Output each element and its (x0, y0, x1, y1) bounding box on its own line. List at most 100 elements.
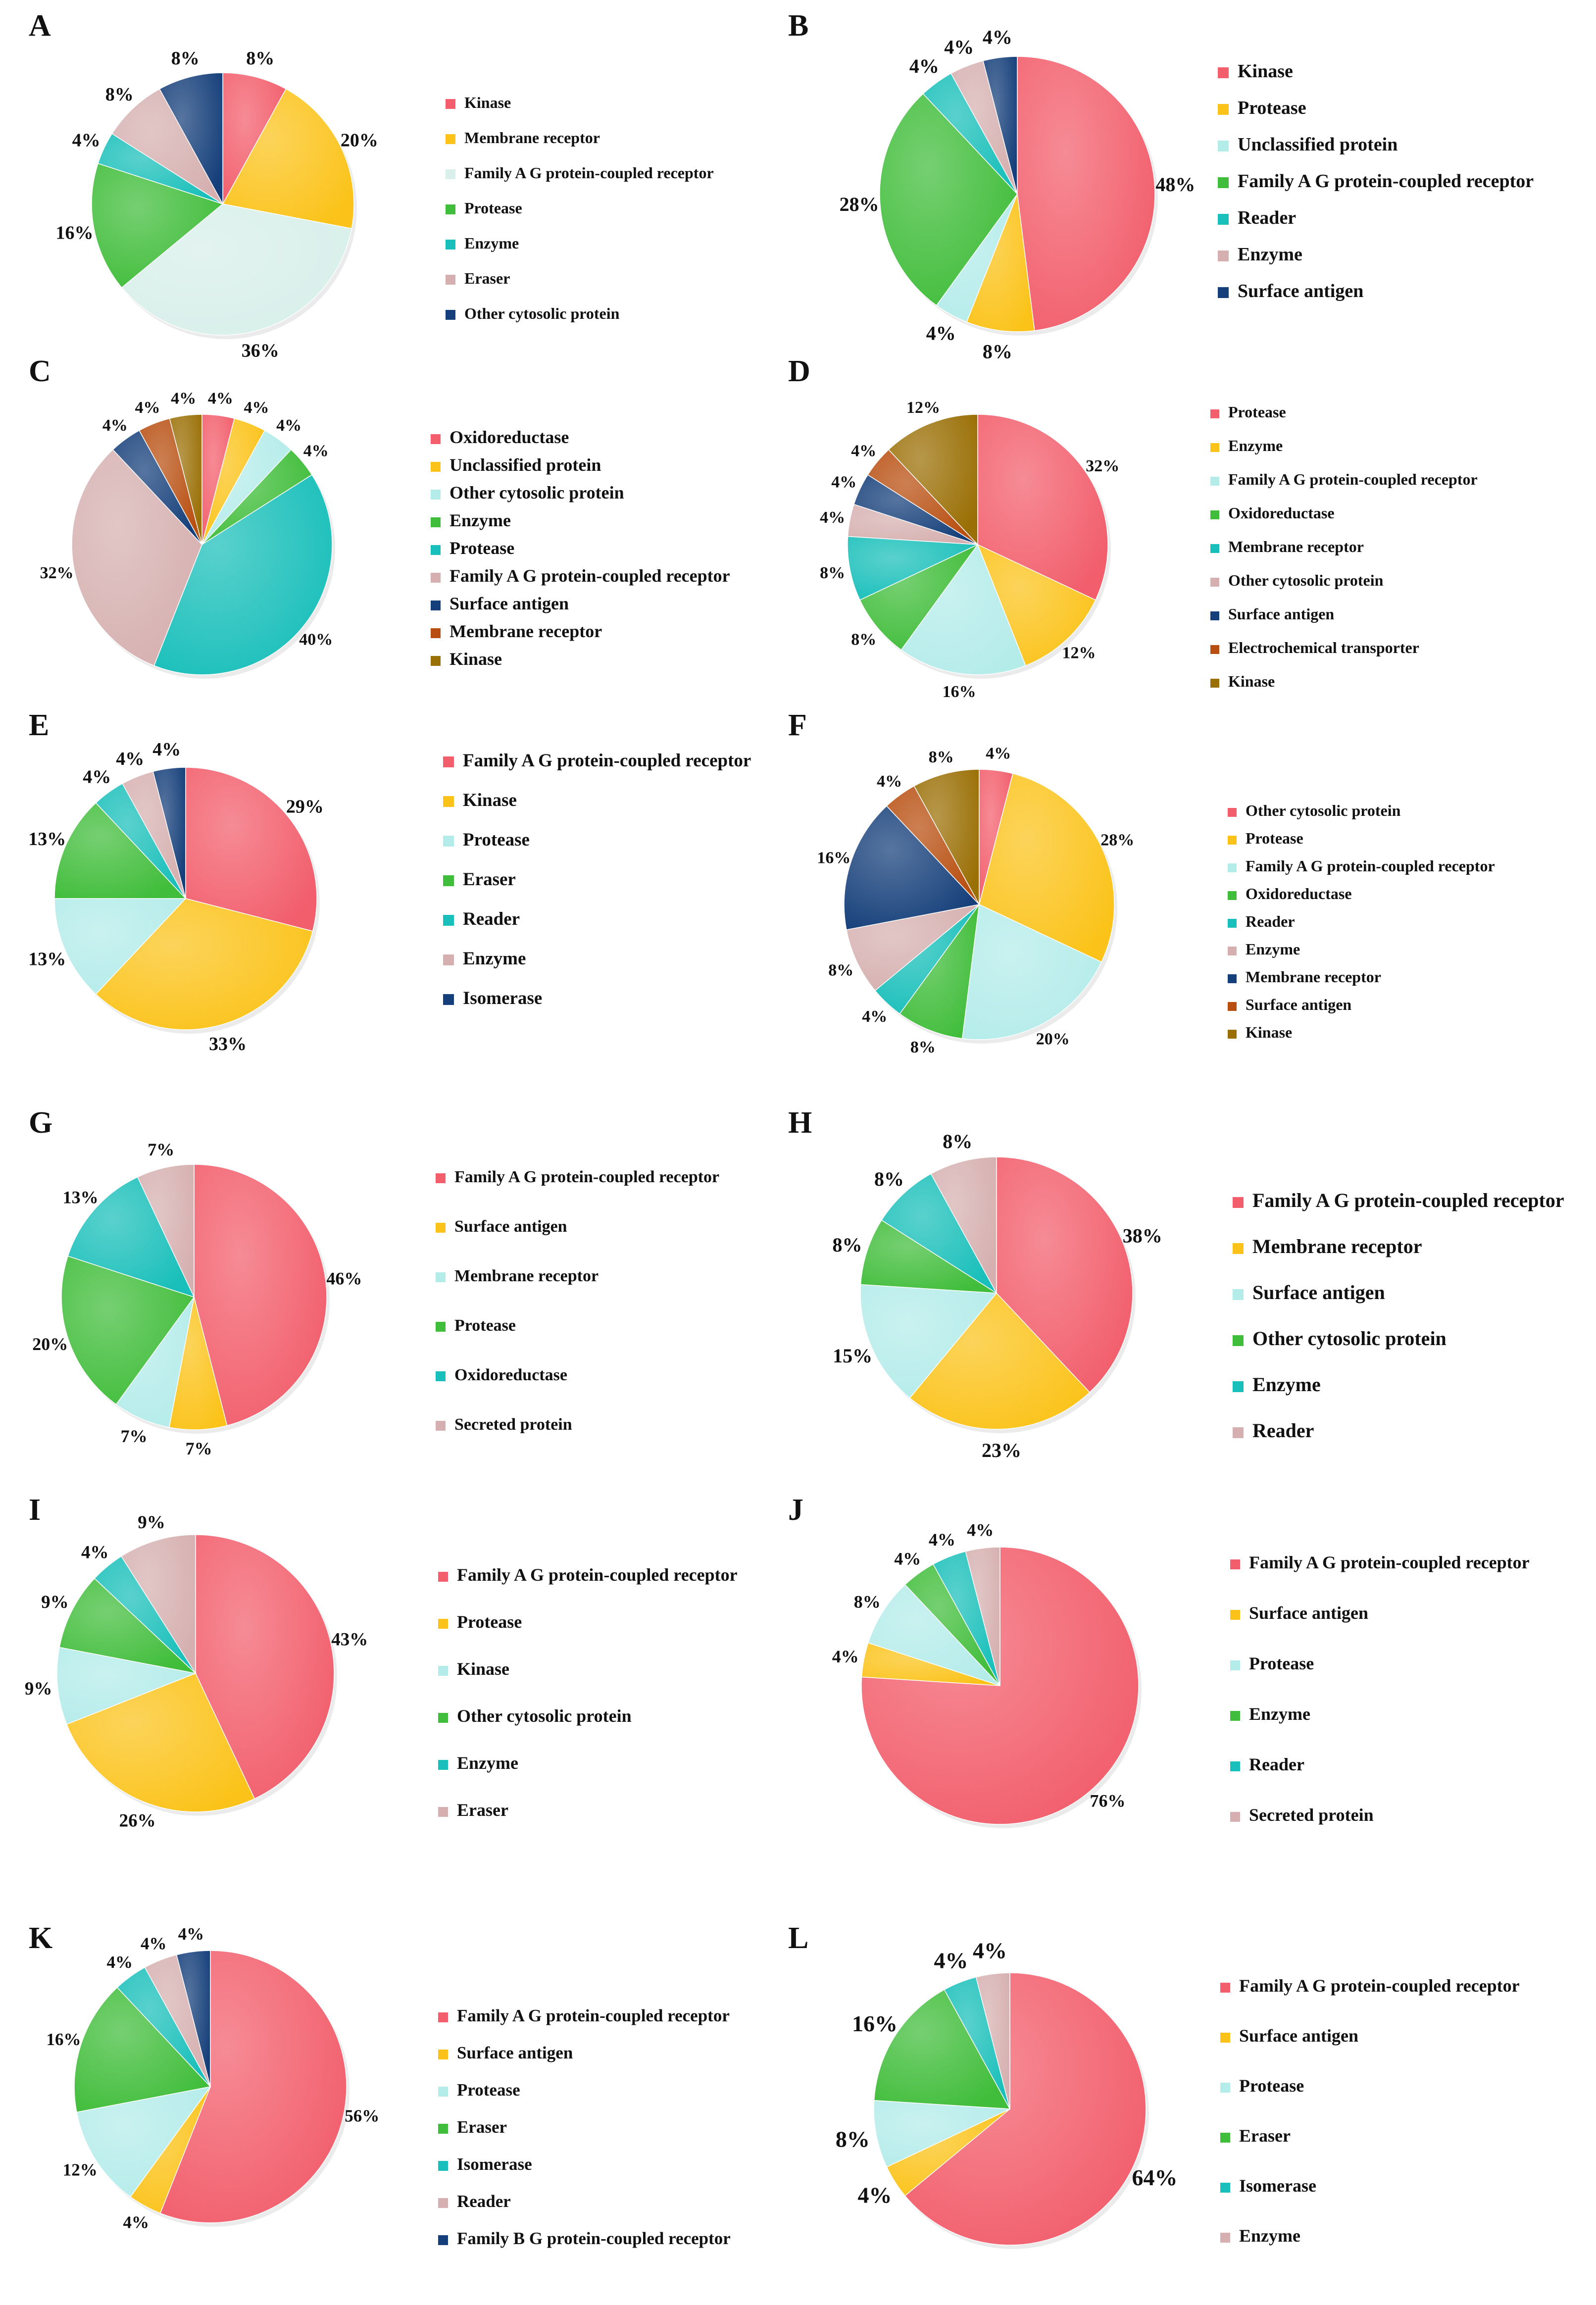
pie-slice-shade (121, 204, 352, 336)
pie-percent-label: 32% (40, 564, 74, 582)
pie-slice-shade (176, 1951, 210, 2087)
pie-slice-shade (74, 1987, 211, 2112)
panel-label-j: J (788, 1493, 803, 1527)
pie-percent-label: 4% (986, 745, 1011, 763)
legend-label: Family A G protein-coupled receptor (454, 1168, 719, 1186)
panel-b: B48%8%4%28%4%4% 4%KinaseProteaseUnclassif… (788, 9, 1534, 363)
legend-label: Enzyme (463, 949, 526, 969)
pie-percent-label: 56% (345, 2106, 379, 2126)
pie-slice-shade (931, 1157, 997, 1293)
pie-slice-shade (962, 904, 1102, 1040)
pie-percent-label: 13% (28, 829, 66, 850)
pie-slice-shade (56, 1647, 196, 1725)
legend-label: Other cytosolic protein (464, 304, 620, 322)
pie-percent-label: 8% (851, 630, 876, 649)
pie-percent-label: 4% (929, 1530, 955, 1550)
pie-slice-shade (71, 450, 202, 666)
legend-label: Eraser (457, 1800, 508, 1820)
legend-swatch (446, 169, 455, 179)
pie-percent-label: 16% (47, 2030, 81, 2049)
legend-swatch (1220, 2233, 1230, 2243)
pie-l: 64%4%8%16%4% 4% (836, 1938, 1178, 2249)
pie-percent-label: 4% (171, 390, 196, 408)
pie-percent-label: 28% (1100, 831, 1134, 850)
legend-swatch (446, 134, 455, 144)
legend-swatch (1220, 2083, 1230, 2093)
legend-swatch (1228, 1002, 1237, 1011)
pie-percent-label: 4% (934, 1948, 968, 1973)
pie-slice-shade (880, 94, 1017, 305)
legend-swatch (1230, 1559, 1240, 1569)
legend-swatch (1230, 1761, 1240, 1771)
legend-swatch (1233, 1197, 1244, 1208)
pie-slice-shade (846, 904, 979, 991)
pie-percent-label: 28% (840, 193, 879, 215)
pie-percent-label: 4% (72, 130, 100, 151)
legend-swatch (443, 994, 454, 1005)
legend-swatch (1220, 2183, 1230, 2193)
pie-percent-label: 4% (909, 55, 939, 77)
legend-swatch (438, 2235, 448, 2245)
panel-a: A 8% 20% 36% 16% 4% 8% 8% Kinase Membrane recepto… (29, 9, 714, 361)
legend-label: Oxidoreductase (454, 1366, 567, 1384)
pie-e: 29%33%13%13%4%4% 4% (28, 739, 324, 1054)
pie-slice-shade (979, 773, 1115, 962)
legend-label: Other cytosolic protein (1228, 571, 1384, 589)
pie-percent-label: 12% (1062, 644, 1096, 662)
pie-percent-label: 38% (1123, 1224, 1162, 1247)
pie-percent-label: 4% (102, 416, 128, 435)
legend-swatch (443, 796, 454, 807)
legend-swatch (438, 2087, 448, 2097)
pie-slice-shade (887, 2109, 1010, 2196)
legend-d: Protease Enzyme Family A G protein-coupled… (1210, 403, 1478, 690)
pie-percent-label: 33% (209, 1034, 247, 1054)
panel-e: E29%33%13%13%4%4% 4%Family A G protein-co… (28, 708, 751, 1054)
pie-percent-label: 76% (1090, 1791, 1126, 1810)
legend-label: Unclassified protein (449, 455, 601, 475)
legend-label: Protease (457, 1612, 522, 1632)
panel-i: I 43% 26% 9% 9% 4% 9% Family A G protein-couple… (25, 1493, 738, 1831)
panel-f: F 4% 28% 20% 8% 4% 8% 16% 4% 8% Other cytosolic pr… (788, 708, 1495, 1056)
panel-l: L64%4%8%16%4% 4%Family A G protein-couple… (788, 1921, 1520, 2249)
legend-label: Family A G protein-coupled receptor (449, 566, 730, 586)
pie-percent-label: 8% (910, 1038, 936, 1056)
legend-label: Kinase (1246, 1023, 1292, 1041)
legend-label: Surface antigen (1252, 1281, 1385, 1303)
legend-label: Enzyme (1239, 2226, 1300, 2246)
panel-label-g: G (29, 1106, 52, 1140)
pie-slice-shade (122, 771, 186, 899)
legend-label: Protease (457, 2080, 520, 2100)
pie-slice-shade (966, 194, 1035, 332)
legend-swatch (1228, 1030, 1237, 1039)
legend-swatch (438, 1807, 448, 1817)
pie-slice-shade (951, 60, 1017, 194)
pie-slice-shade (121, 1535, 196, 1673)
legend-label: Family A G protein-coupled receptor (1252, 1189, 1564, 1211)
legend-swatch (436, 1223, 446, 1233)
pie-percent-label: 8% (828, 961, 853, 979)
pie-k: 56% 4% 12% 16% 4% 4% 4% (47, 1924, 380, 2232)
pie-percent-label: 7% (186, 1439, 212, 1458)
pie-slice-shade (61, 1256, 195, 1404)
legend-label: Enzyme (464, 234, 519, 252)
legend-label: Membrane receptor (1252, 1235, 1422, 1257)
pie-slice-shade (909, 1293, 1090, 1430)
legend-b: Kinase Protease Unclassified protein Family… (1218, 61, 1534, 301)
legend-swatch (431, 545, 441, 555)
legend-swatch (1228, 836, 1237, 845)
legend-swatch (1210, 645, 1219, 654)
pie-slice-shade (848, 536, 978, 600)
legend-swatch (1233, 1243, 1244, 1254)
legend-label: Surface antigen (449, 594, 569, 613)
pie-percent-label: 7% (148, 1140, 174, 1159)
pie-percent-label: 4% (894, 1549, 921, 1569)
legend-g: Family A G protein-coupled receptor Surfa… (436, 1168, 719, 1434)
panel-h: H 38% 23% 15% 8% 8% 8% Family A G protein-coupl… (788, 1106, 1564, 1461)
pie-slice-shade (905, 1973, 1147, 2246)
pie-slice-shade (223, 73, 286, 204)
legend-label: Reader (463, 909, 520, 929)
pie-slice-shade (186, 767, 317, 931)
pie-percent-label: 20% (341, 130, 378, 151)
legend-label: Enzyme (457, 1753, 518, 1773)
legend-label: Enzyme (449, 510, 511, 530)
